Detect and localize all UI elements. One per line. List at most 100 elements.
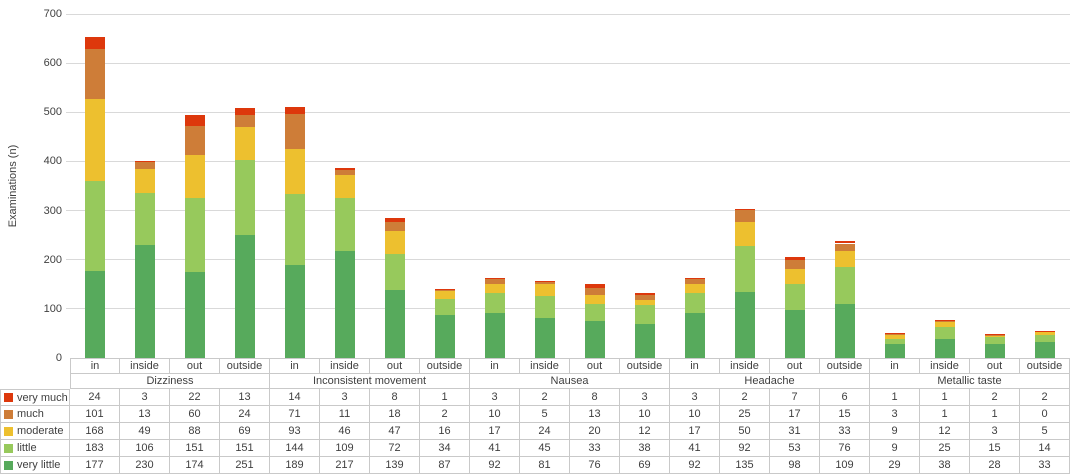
x-axis-label-cell: in — [870, 358, 920, 374]
bar-segment-very-much — [535, 280, 555, 282]
value-cell: 28 — [970, 457, 1020, 474]
bar-segment-moderate — [335, 175, 355, 198]
bar-segment-moderate — [535, 284, 555, 297]
x-axis-label-cell: outside — [820, 358, 870, 374]
bar-segment-much — [785, 260, 805, 269]
group-label-cell: Inconsistent movement — [270, 374, 470, 389]
x-axis-label-cell: inside — [320, 358, 370, 374]
bar-segment-much — [135, 162, 155, 169]
bar-segment-little — [835, 267, 855, 305]
value-cell: 17 — [770, 406, 820, 423]
bar-segment-very-little — [985, 344, 1005, 358]
legend-cell: little — [0, 440, 70, 457]
bar-segment-moderate — [85, 98, 105, 182]
bar-segment-moderate — [135, 168, 155, 193]
bar-segment-very-much — [85, 37, 105, 49]
bar-segment-very-little — [385, 289, 405, 358]
bar-segment-little — [85, 181, 105, 271]
value-cell: 106 — [120, 440, 170, 457]
group-label-cell: Nausea — [470, 374, 670, 389]
legend-swatch-moderate — [4, 426, 13, 436]
legend-label: moderate — [17, 425, 64, 437]
bar-segment-little — [135, 192, 155, 245]
blank-cell — [0, 374, 70, 389]
y-gridline — [66, 111, 1070, 113]
value-cell: 8 — [370, 389, 420, 406]
legend-label: much — [17, 408, 44, 420]
value-cell: 18 — [370, 406, 420, 423]
value-cell: 92 — [720, 440, 770, 457]
y-tick-label: 600 — [43, 57, 62, 70]
value-cell: 230 — [120, 457, 170, 474]
value-cell: 1 — [920, 389, 970, 406]
bar-segment-moderate — [635, 299, 655, 306]
bar-segment-moderate — [935, 321, 955, 328]
bar-segment-little — [385, 254, 405, 290]
legend-cell: much — [0, 406, 70, 423]
bar-segment-moderate — [185, 155, 205, 199]
value-cell: 174 — [170, 457, 220, 474]
y-gridline — [66, 13, 1070, 15]
bar-segment-little — [185, 198, 205, 273]
value-cell: 41 — [470, 440, 520, 457]
value-cell: 31 — [770, 423, 820, 440]
y-tick-label: 700 — [43, 8, 62, 20]
bar-segment-moderate — [685, 284, 705, 293]
value-cell: 135 — [720, 457, 770, 474]
bar-segment-moderate — [235, 126, 255, 161]
value-cell: 3 — [870, 406, 920, 423]
bar-segment-very-much — [135, 160, 155, 163]
bar-segment-moderate — [385, 231, 405, 255]
bar-segment-very-much — [335, 168, 355, 170]
y-gridline — [66, 210, 1070, 212]
value-cell: 109 — [820, 457, 870, 474]
value-cell: 9 — [870, 423, 920, 440]
x-axis-label-cell: in — [70, 358, 120, 374]
y-gridline — [66, 308, 1070, 310]
value-cell: 72 — [370, 440, 420, 457]
value-cell: 12 — [620, 423, 670, 440]
x-axis-label-cell: inside — [120, 358, 170, 374]
bar-segment-very-little — [585, 320, 605, 358]
value-cell: 50 — [720, 423, 770, 440]
value-cell: 76 — [570, 457, 620, 474]
legend-cell: very much — [0, 389, 70, 406]
bar-segment-little — [285, 194, 305, 266]
x-axis-label-cell: out — [970, 358, 1020, 374]
bar-segment-very-much — [485, 277, 505, 280]
value-cell: 3 — [970, 423, 1020, 440]
x-axis-label-cell: outside — [620, 358, 670, 374]
bar-segment-moderate — [735, 221, 755, 247]
bar-segment-very-much — [285, 106, 305, 114]
value-cell: 177 — [70, 457, 120, 474]
value-cell: 20 — [570, 423, 620, 440]
bar-segment-very-little — [335, 251, 355, 358]
bar-segment-much — [535, 281, 555, 285]
value-cell: 1 — [870, 389, 920, 406]
legend-label: very little — [17, 459, 61, 471]
value-cell: 12 — [920, 423, 970, 440]
bar-segment-very-much — [685, 277, 705, 280]
bar-segment-very-little — [185, 272, 205, 358]
value-cell: 60 — [170, 406, 220, 423]
y-tick-label: 100 — [43, 302, 62, 315]
value-cell: 7 — [770, 389, 820, 406]
value-cell: 41 — [670, 440, 720, 457]
y-tick-label: 200 — [43, 253, 62, 266]
value-cell: 33 — [570, 440, 620, 457]
bar-segment-moderate — [785, 268, 805, 284]
value-cell: 3 — [120, 389, 170, 406]
value-cell: 13 — [120, 406, 170, 423]
value-cell: 33 — [1020, 457, 1070, 474]
value-cell: 33 — [820, 423, 870, 440]
value-cell: 109 — [320, 440, 370, 457]
value-cell: 14 — [270, 389, 320, 406]
value-cell: 189 — [270, 457, 320, 474]
bar-segment-very-much — [735, 208, 755, 210]
value-cell: 34 — [420, 440, 470, 457]
value-cell: 0 — [1020, 406, 1070, 423]
bar-segment-very-much — [635, 293, 655, 295]
value-cell: 168 — [70, 423, 120, 440]
value-cell: 13 — [220, 389, 270, 406]
value-cell: 17 — [670, 423, 720, 440]
